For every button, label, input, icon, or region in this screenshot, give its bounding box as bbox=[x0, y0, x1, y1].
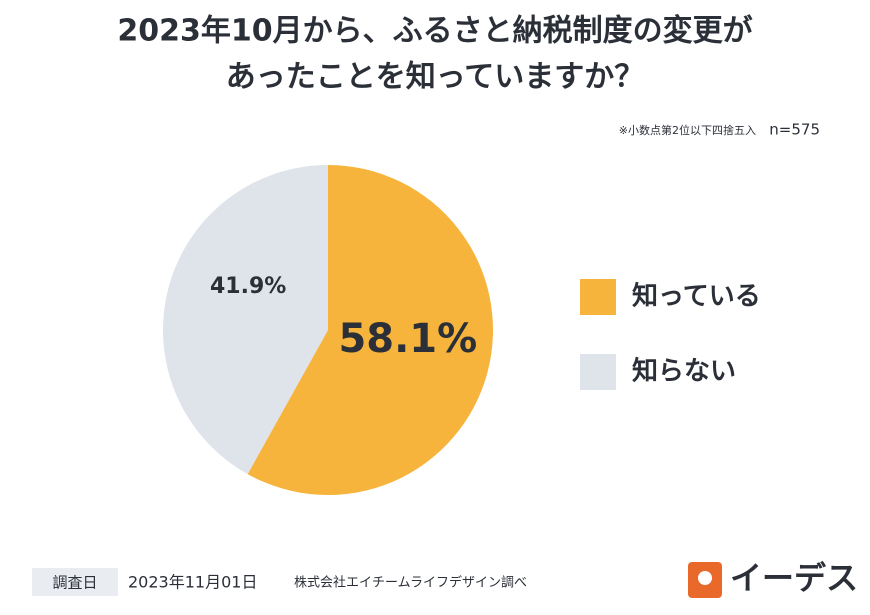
data-label: 58.1% bbox=[338, 316, 477, 362]
legend-swatch bbox=[580, 279, 616, 315]
footer-label-box bbox=[32, 568, 118, 596]
pie: 58.1% 41.9% bbox=[162, 165, 493, 495]
chart-title: 2023年10月から、ふるさと納税制度の変更が bbox=[117, 14, 752, 49]
pie-slice bbox=[162, 165, 328, 475]
note: ※小数点第2位以下四捨五入 bbox=[619, 123, 756, 137]
legend-label: 知らない bbox=[632, 357, 736, 387]
data-label: 41.9% bbox=[210, 274, 286, 299]
source: 株式会社エイチームライフデザイン調べ bbox=[294, 575, 527, 591]
survey-date: 2023年11月01日 bbox=[128, 573, 257, 592]
survey-label: 調査日 bbox=[52, 574, 97, 592]
sample-size: n=575 bbox=[769, 121, 820, 139]
logo-icon bbox=[698, 571, 712, 585]
legend-label: 知っている bbox=[632, 282, 761, 312]
chart-title: あったことを知っていますか？ bbox=[226, 60, 645, 95]
logo: イーデス bbox=[730, 559, 858, 597]
legend-swatch bbox=[580, 354, 616, 390]
pie-slice bbox=[247, 165, 493, 495]
